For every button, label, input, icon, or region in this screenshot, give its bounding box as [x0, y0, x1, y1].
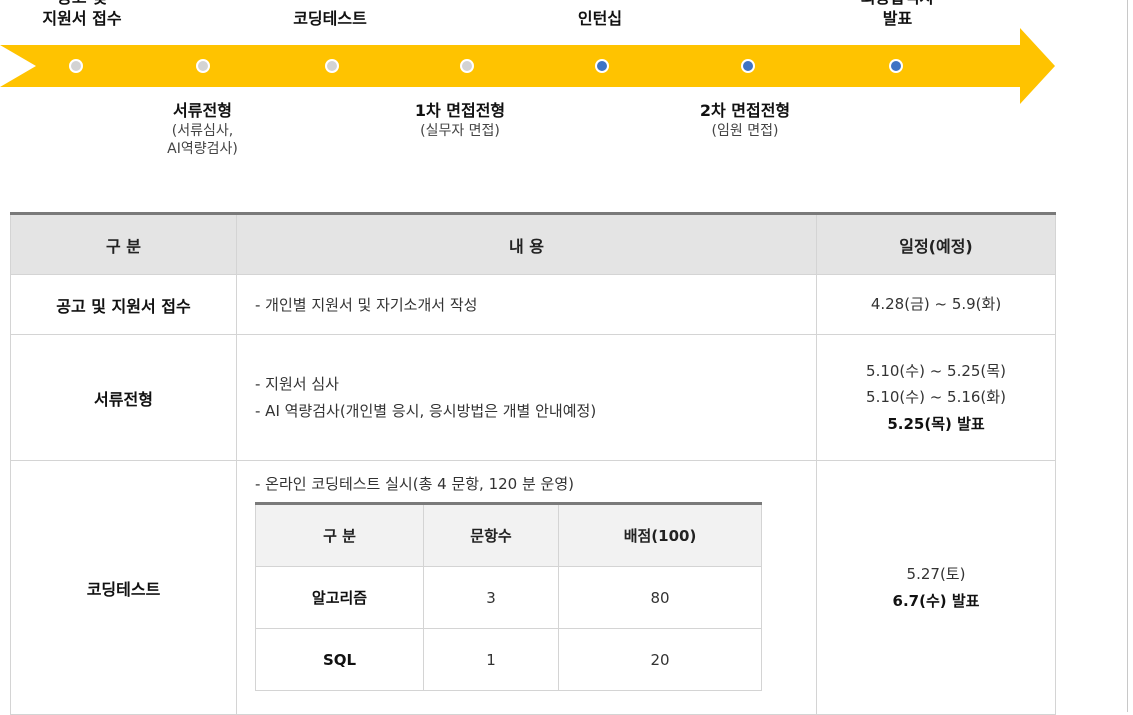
subtable-header-category: 구 분	[255, 502, 424, 567]
subtable-row: 알고리즘 3 80	[255, 566, 762, 629]
timeline-dot-5	[595, 59, 609, 73]
header-category: 구 분	[10, 212, 237, 275]
subtable-row: SQL 1 20	[255, 628, 762, 691]
table-row: 코딩테스트 - 온라인 코딩테스트 실시(총 4 문항, 120 분 운영) 구…	[10, 460, 1056, 715]
row-content: - 개인별 지원서 및 자기소개서 작성	[236, 274, 817, 335]
subtable-header-row: 구 분 문항수 배점(100)	[255, 502, 762, 567]
table-row: 공고 및 지원서 접수 - 개인별 지원서 및 자기소개서 작성 4.28(금)…	[10, 274, 1056, 335]
right-border	[1127, 0, 1128, 712]
timeline-bottom-label-document: 서류전형 (서류심사, AI역량검사)	[167, 101, 238, 157]
arrow-shape	[0, 28, 1055, 104]
header-schedule: 일정(예정)	[816, 212, 1056, 275]
coding-test-subtable: 구 분 문항수 배점(100) 알고리즘 3 80 SQL 1 20	[255, 502, 762, 691]
row-category: 서류전형	[10, 334, 237, 461]
timeline-dot-1	[69, 59, 83, 73]
timeline-top-label-internship: 인턴십	[577, 9, 623, 28]
timeline-top-label-coding-test: 코딩테스트	[293, 9, 367, 28]
timeline-dot-3	[325, 59, 339, 73]
row-schedule: 5.27(토) 6.7(수) 발표	[816, 460, 1056, 715]
timeline-bottom-label-interview-1: 1차 면접전형 (실무자 면접)	[414, 101, 506, 139]
row-schedule: 5.10(수) ~ 5.25(목) 5.10(수) ~ 5.16(화) 5.25…	[816, 334, 1056, 461]
header-content: 내 용	[236, 212, 817, 275]
subtable-header-score: 배점(100)	[558, 502, 762, 567]
timeline-bottom-label-interview-2: 2차 면접전형 (임원 면접)	[699, 101, 791, 139]
row-content: - 온라인 코딩테스트 실시(총 4 문항, 120 분 운영) 구 분 문항수…	[236, 460, 817, 715]
row-content: - 지원서 심사 - AI 역량검사(개인별 응시, 응시방법은 개별 안내예정…	[236, 334, 817, 461]
subtable-header-count: 문항수	[423, 502, 559, 567]
timeline-top-label-final: 최종합격자 발표	[861, 0, 935, 28]
timeline-dot-4	[460, 59, 474, 73]
timeline-dot-2	[196, 59, 210, 73]
schedule-table: 구 분 내 용 일정(예정) 공고 및 지원서 접수 - 개인별 지원서 및 자…	[10, 212, 1056, 715]
table-row: 서류전형 - 지원서 심사 - AI 역량검사(개인별 응시, 응시방법은 개별…	[10, 334, 1056, 461]
timeline-top-label-posting: 공고 및 지원서 접수	[42, 0, 122, 28]
table-header-row: 구 분 내 용 일정(예정)	[10, 212, 1056, 275]
timeline-arrow	[0, 28, 1055, 104]
timeline-dot-7	[889, 59, 903, 73]
row-category: 코딩테스트	[10, 460, 237, 715]
row-category: 공고 및 지원서 접수	[10, 274, 237, 335]
timeline-dot-6	[741, 59, 755, 73]
row-schedule: 4.28(금) ~ 5.9(화)	[816, 274, 1056, 335]
